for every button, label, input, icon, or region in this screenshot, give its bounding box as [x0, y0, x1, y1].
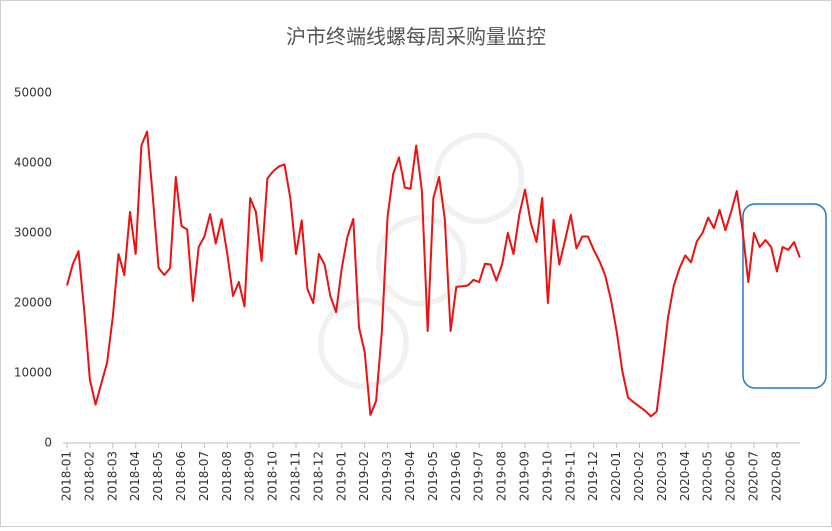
x-tick-label: 2020-02: [632, 451, 646, 501]
x-tick-label: 2019-12: [586, 451, 600, 501]
x-tick-label: 2018-02: [82, 451, 96, 501]
chart-title: 沪市终端线螺每周采购量监控: [286, 25, 546, 49]
x-tick-label: 2019-09: [518, 451, 532, 501]
x-tick-label: 2019-04: [403, 451, 417, 501]
x-tick-label: 2018-03: [105, 451, 119, 501]
x-tick-label: 2020-07: [747, 451, 761, 501]
x-tick-label: 2018-10: [266, 451, 280, 501]
y-tick-label: 20000: [14, 296, 52, 310]
x-tick-label: 2018-04: [128, 451, 142, 501]
x-tick-label: 2018-06: [174, 451, 188, 501]
x-tick-label: 2020-08: [769, 451, 783, 501]
x-tick-label: 2020-06: [724, 451, 738, 501]
data-line: [66, 130, 801, 418]
x-tick-label: 2019-08: [495, 451, 509, 501]
x-tick-label: 2019-05: [426, 451, 440, 501]
x-tick-label: 2020-04: [678, 451, 692, 501]
x-tick-label: 2018-11: [289, 451, 303, 501]
x-tick-label: 2020-01: [609, 451, 623, 501]
x-tick-label: 2018-08: [220, 451, 234, 501]
y-tick-label: 30000: [14, 226, 52, 240]
x-tick-label: 2019-02: [357, 451, 371, 501]
x-tick-label: 2018-09: [243, 451, 257, 501]
x-tick-label: 2020-03: [655, 451, 669, 501]
x-tick-label: 2019-11: [563, 451, 577, 501]
x-tick-label: 2018-01: [60, 451, 74, 501]
y-tick-label: 40000: [14, 156, 52, 170]
x-tick-label: 2018-07: [197, 451, 211, 501]
x-tick-label: 2018-12: [311, 451, 325, 501]
x-tick-label: 2019-07: [472, 451, 486, 501]
y-tick-label: 10000: [14, 366, 52, 380]
y-tick-label: 0: [44, 436, 52, 450]
x-tick-label: 2018-05: [151, 451, 165, 501]
y-tick-label: 50000: [14, 86, 52, 100]
x-tick-label: 2019-01: [334, 451, 348, 501]
highlight-box: [742, 203, 827, 389]
x-tick-label: 2019-03: [380, 451, 394, 501]
x-tick-label: 2019-10: [540, 451, 554, 501]
x-tick-label: 2020-05: [701, 451, 715, 501]
x-tick-label: 2019-06: [449, 451, 463, 501]
